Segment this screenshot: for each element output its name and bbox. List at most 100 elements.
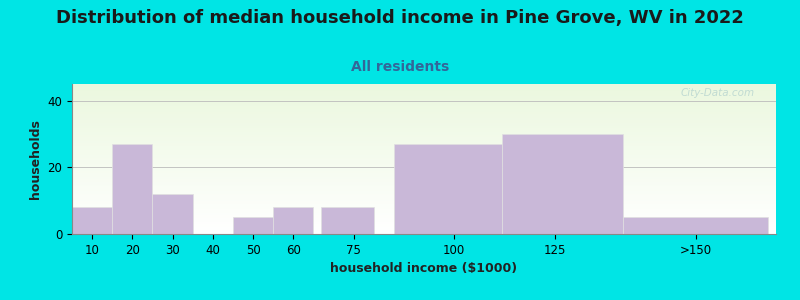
Bar — [72, 140, 776, 141]
Bar — [72, 114, 776, 116]
Y-axis label: households: households — [29, 119, 42, 199]
Bar — [72, 152, 776, 153]
Bar — [72, 196, 776, 198]
Bar — [72, 165, 776, 166]
Bar — [72, 93, 776, 94]
Bar — [72, 158, 776, 159]
Bar — [72, 222, 776, 224]
Bar — [72, 164, 776, 165]
Bar — [72, 207, 776, 208]
Bar — [623, 217, 768, 234]
Bar — [72, 177, 776, 178]
Bar — [72, 213, 776, 214]
Bar — [72, 142, 776, 144]
Bar — [394, 144, 502, 234]
Bar — [72, 148, 776, 150]
Bar — [72, 195, 776, 196]
Bar — [72, 99, 776, 100]
Bar — [72, 103, 776, 105]
Bar — [72, 186, 776, 188]
Bar — [72, 169, 776, 171]
Bar — [72, 159, 776, 160]
Bar — [72, 120, 776, 122]
Bar — [72, 219, 776, 220]
Bar — [72, 122, 776, 123]
Bar — [72, 174, 776, 176]
Bar — [72, 225, 776, 226]
Bar — [72, 202, 776, 204]
Bar — [72, 224, 776, 225]
Bar — [72, 96, 776, 98]
Bar — [72, 150, 776, 152]
Bar — [72, 212, 776, 213]
Bar — [72, 102, 776, 104]
Bar — [72, 194, 776, 195]
Bar — [72, 116, 776, 117]
Bar — [273, 207, 314, 234]
Bar — [72, 147, 776, 148]
Bar — [72, 160, 776, 162]
Bar — [72, 171, 776, 172]
Bar — [72, 204, 776, 206]
Text: Distribution of median household income in Pine Grove, WV in 2022: Distribution of median household income … — [56, 9, 744, 27]
Bar — [72, 231, 776, 232]
Bar — [72, 118, 776, 120]
Bar — [72, 220, 776, 222]
Text: City-Data.com: City-Data.com — [681, 88, 755, 98]
Bar — [72, 146, 776, 147]
Bar — [502, 134, 623, 234]
Bar — [72, 130, 776, 132]
Bar — [72, 214, 776, 216]
Bar — [72, 123, 776, 124]
Bar — [72, 216, 776, 218]
Bar — [72, 126, 776, 128]
Bar — [72, 228, 776, 230]
Bar — [72, 105, 776, 106]
Bar — [72, 167, 776, 168]
Bar — [72, 230, 776, 231]
Bar — [72, 88, 776, 90]
Bar — [72, 232, 776, 234]
Bar — [72, 210, 776, 212]
Bar — [72, 178, 776, 180]
Bar — [72, 226, 776, 228]
Bar — [72, 108, 776, 110]
Bar — [72, 176, 776, 177]
Bar — [72, 162, 776, 164]
Bar — [72, 138, 776, 140]
Bar — [72, 84, 776, 86]
Bar — [233, 217, 273, 234]
Bar — [72, 156, 776, 158]
Bar — [72, 132, 776, 134]
Bar — [72, 98, 776, 99]
Bar — [72, 90, 776, 92]
Bar — [72, 112, 776, 114]
Bar — [72, 200, 776, 201]
Bar — [72, 94, 776, 96]
Bar — [153, 194, 193, 234]
Bar — [72, 110, 776, 111]
Bar — [72, 198, 776, 200]
Bar — [72, 129, 776, 130]
Bar — [72, 100, 776, 102]
Bar — [72, 183, 776, 184]
Bar — [72, 85, 776, 87]
X-axis label: household income ($1000): household income ($1000) — [330, 262, 518, 275]
Bar — [112, 144, 153, 234]
Bar — [72, 111, 776, 112]
Bar — [72, 190, 776, 192]
Bar — [72, 218, 776, 219]
Bar — [72, 184, 776, 186]
Bar — [72, 188, 776, 189]
Bar — [72, 128, 776, 129]
Bar — [72, 189, 776, 190]
Bar — [72, 208, 776, 210]
Bar — [72, 192, 776, 194]
Bar — [72, 117, 776, 118]
Bar — [72, 180, 776, 182]
Bar — [72, 206, 776, 207]
Bar — [72, 144, 776, 146]
Bar — [72, 134, 776, 135]
Bar — [72, 201, 776, 202]
Bar — [72, 153, 776, 154]
